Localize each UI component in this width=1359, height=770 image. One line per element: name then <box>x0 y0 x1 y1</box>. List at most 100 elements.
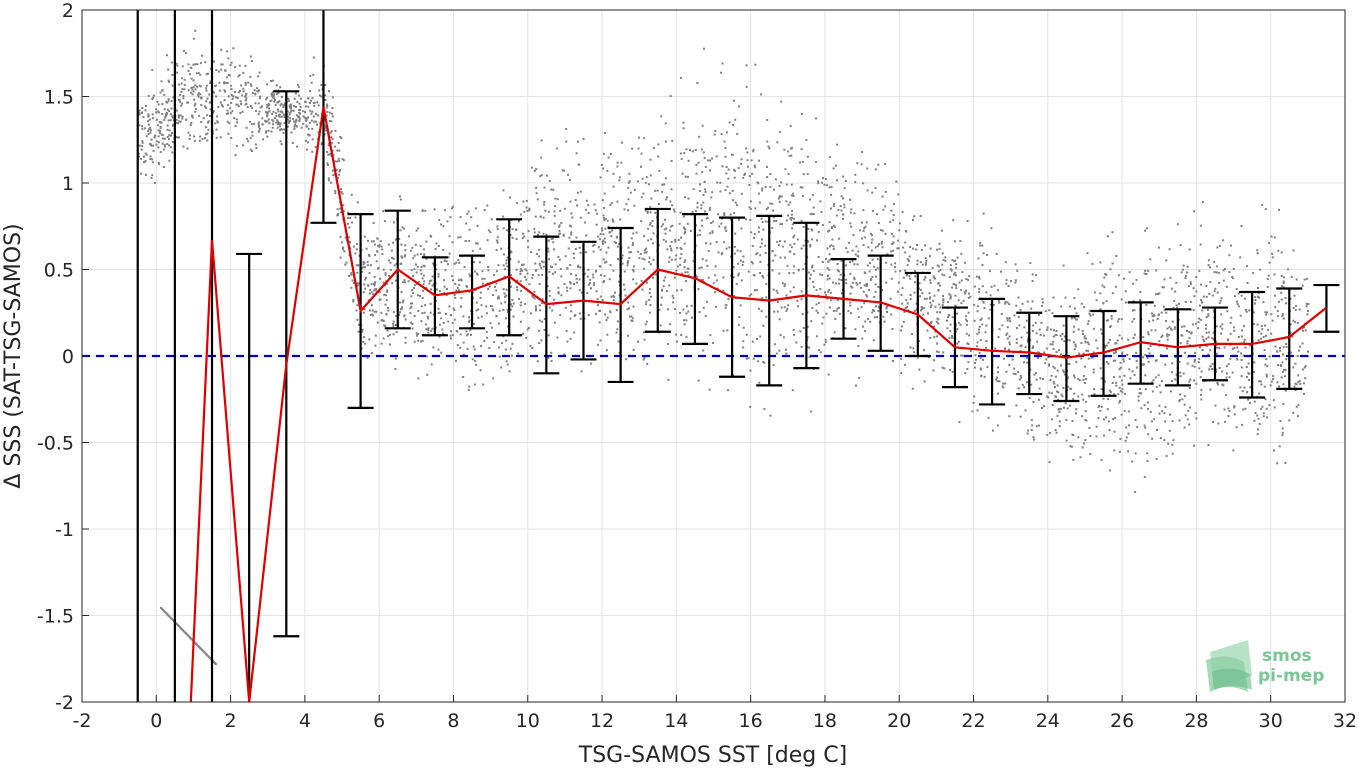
scatter-point <box>698 267 701 269</box>
scatter-point <box>283 102 286 105</box>
scatter-point <box>304 100 306 103</box>
scatter-point <box>661 183 664 186</box>
scatter-point <box>1295 305 1297 307</box>
scatter-point <box>830 244 833 247</box>
scatter-point <box>440 351 443 354</box>
scatter-point <box>1230 316 1233 319</box>
scatter-point <box>611 218 614 221</box>
scatter-point <box>336 208 339 211</box>
scatter-point <box>1138 388 1141 391</box>
scatter-point <box>1075 412 1077 415</box>
scatter-point <box>324 94 327 97</box>
scatter-point <box>492 341 495 344</box>
scatter-point <box>791 389 794 392</box>
scatter-point <box>341 158 344 161</box>
scatter-point <box>842 213 845 216</box>
scatter-point <box>674 276 676 279</box>
scatter-point <box>830 207 832 210</box>
scatter-point <box>1198 317 1201 320</box>
scatter-point <box>1004 302 1006 305</box>
scatter-point <box>577 266 580 269</box>
scatter-point <box>1124 393 1127 395</box>
scatter-point <box>1215 265 1218 268</box>
scatter-point <box>320 95 323 98</box>
scatter-point <box>997 392 999 395</box>
scatter-point <box>190 86 193 89</box>
scatter-point <box>1061 333 1064 335</box>
scatter-point <box>772 188 775 191</box>
scatter-point <box>1045 358 1048 361</box>
scatter-point <box>649 288 652 291</box>
scatter-point <box>1158 340 1161 343</box>
scatter-point <box>198 139 201 142</box>
scatter-point <box>891 232 893 235</box>
scatter-point <box>1290 275 1293 278</box>
scatter-point <box>828 268 831 271</box>
scatter-point <box>1244 309 1247 311</box>
scatter-point <box>648 256 651 259</box>
scatter-point <box>239 112 242 114</box>
scatter-point <box>728 192 731 195</box>
scatter-point <box>725 131 728 134</box>
scatter-point <box>158 132 161 135</box>
scatter-point <box>530 251 533 254</box>
scatter-point <box>892 219 895 222</box>
scatter-point <box>502 264 505 267</box>
scatter-point <box>548 294 551 297</box>
scatter-point <box>776 291 779 294</box>
scatter-point <box>715 241 718 244</box>
scatter-point <box>643 235 646 237</box>
scatter-point <box>899 329 902 332</box>
scatter-point <box>1059 364 1062 367</box>
scatter-point <box>561 169 564 172</box>
scatter-point <box>1246 391 1248 394</box>
scatter-point <box>1135 360 1138 362</box>
scatter-point <box>371 309 374 312</box>
scatter-point <box>937 289 940 291</box>
scatter-point <box>661 223 664 226</box>
scatter-point <box>401 306 403 309</box>
scatter-point <box>362 261 365 264</box>
scatter-point <box>1158 384 1161 387</box>
scatter-point <box>700 148 703 151</box>
scatter-point <box>439 311 441 314</box>
scatter-point <box>1082 332 1084 335</box>
scatter-point <box>1298 308 1301 311</box>
scatter-point <box>411 302 413 305</box>
scatter-point <box>367 299 370 302</box>
scatter-point <box>1249 386 1252 389</box>
scatter-point <box>815 335 818 338</box>
scatter-point <box>1293 385 1296 388</box>
scatter-point <box>506 265 509 268</box>
scatter-point <box>1105 416 1108 419</box>
scatter-point <box>310 99 313 102</box>
scatter-point <box>601 299 604 301</box>
scatter-point <box>615 242 618 244</box>
scatter-point <box>1023 326 1026 329</box>
scatter-point <box>326 151 329 153</box>
scatter-point <box>352 282 355 284</box>
scatter-point <box>925 297 928 300</box>
scatter-point <box>510 285 512 288</box>
scatter-point <box>1073 297 1076 299</box>
scatter-point <box>138 124 141 127</box>
scatter-point <box>392 322 395 325</box>
scatter-point <box>417 333 420 335</box>
scatter-point <box>532 296 535 298</box>
scatter-point <box>635 282 638 285</box>
scatter-point <box>612 299 615 302</box>
scatter-point <box>334 129 337 132</box>
scatter-point <box>587 268 590 271</box>
scatter-point <box>538 304 541 307</box>
scatter-point <box>923 380 926 383</box>
scatter-point <box>990 227 993 230</box>
scatter-point <box>391 241 394 244</box>
scatter-point <box>430 363 433 366</box>
scatter-point <box>189 66 192 69</box>
scatter-point <box>1268 261 1271 264</box>
scatter-point <box>1026 357 1028 360</box>
scatter-point <box>668 229 671 232</box>
scatter-point <box>328 90 330 93</box>
scatter-point <box>980 374 983 377</box>
scatter-point <box>591 273 594 276</box>
